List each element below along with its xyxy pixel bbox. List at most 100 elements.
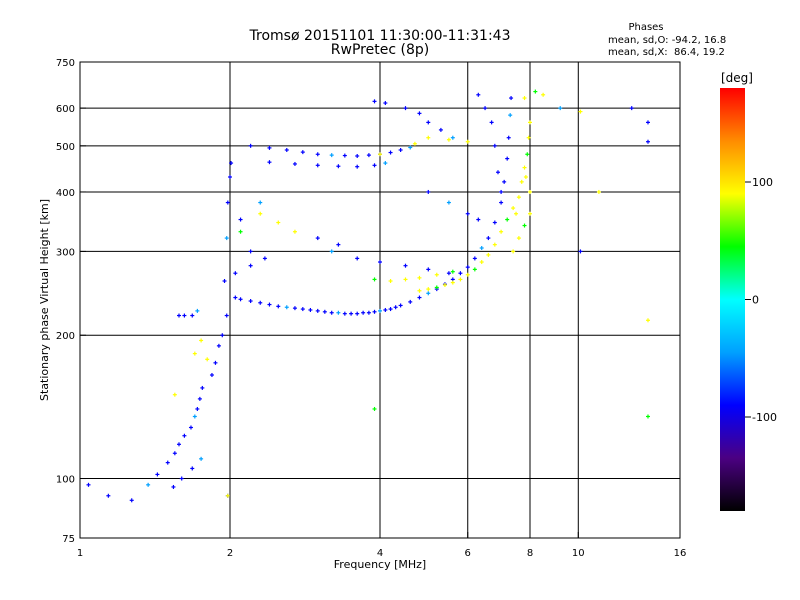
data-point [509,96,514,101]
data-point [258,211,263,216]
data-point [224,236,229,241]
colorbar-tick-label: 100 [752,176,773,189]
data-point [578,109,583,114]
data-point [479,260,484,265]
data-point [372,406,377,411]
data-point [258,200,263,205]
data-point [225,200,230,205]
data-point [172,392,177,397]
data-point [398,303,403,308]
y-tick-label: 200 [56,331,75,342]
data-point [179,476,184,481]
data-point [492,220,497,225]
data-point [248,249,253,254]
data-point [522,96,527,101]
data-point [378,308,382,313]
data-point [645,414,650,419]
data-point [426,189,431,194]
data-point [258,300,263,305]
data-point [528,120,532,125]
x-tick-label: 10 [572,548,585,559]
data-point [372,309,377,314]
data-point [486,236,491,241]
data-point [476,217,481,222]
y-tick-label: 75 [62,534,75,545]
data-point [458,277,463,282]
data-point [165,460,170,465]
data-point [86,482,91,487]
data-point [492,242,497,247]
data-point [596,189,601,194]
data-point [224,313,229,318]
x-axis-label: Frequency [MHz] [334,558,426,571]
data-point [329,153,334,158]
data-point [366,310,371,315]
data-point [465,265,470,270]
data-point [645,318,650,323]
data-point [426,287,431,292]
data-point [408,299,413,304]
data-point [200,385,205,390]
data-point [292,161,297,166]
data-point [486,252,491,257]
data-point [446,200,451,205]
data-point [195,406,200,411]
data-point [315,308,320,313]
data-point [233,271,238,276]
data-point [106,493,111,498]
chart-subtitle: RwPretec (8p) [331,42,429,58]
data-point [578,249,583,254]
data-point [292,306,297,311]
data-point [315,152,320,157]
data-point [199,338,204,343]
data-point [533,89,538,94]
data-point [342,153,347,158]
data-point [229,161,234,166]
data-point [506,135,511,140]
data-point [417,288,422,293]
data-point [322,309,327,314]
data-point [213,360,218,365]
stats-x-mode: mean, sd,X: 86.4, 19.2 [608,47,725,58]
data-point [355,153,360,158]
data-point [336,164,341,169]
data-point [209,373,214,378]
data-point [434,272,439,277]
grid-lines [80,62,680,538]
data-point [228,174,232,179]
data-point [182,433,187,438]
data-point [190,313,195,318]
data-point [403,106,408,111]
data-point [465,272,470,277]
colorbar-ticks: 100 0 -100 [745,176,777,424]
data-point [417,275,422,280]
x-axis-ticks: 1 2 4 6 8 10 16 [77,532,686,559]
data-point [262,256,267,261]
data-point [522,165,527,170]
data-point [188,425,193,430]
data-point [388,279,393,284]
data-point [446,137,451,142]
y-tick-label: 600 [56,104,75,115]
data-point [519,179,524,184]
data-point [171,484,176,489]
data-point [383,161,388,166]
data-point [505,217,510,222]
data-point [417,111,422,116]
data-point [438,127,443,132]
data-point [458,271,463,276]
data-point [472,267,477,272]
data-point [499,189,504,194]
data-point [222,279,227,284]
stats-title: Phases [628,22,663,33]
data-point [284,147,289,152]
data-point [476,92,481,97]
data-point [417,295,422,300]
data-point [526,135,531,140]
data-point [190,466,195,471]
data-point [629,106,634,111]
data-point [450,280,455,285]
data-point [176,442,181,447]
y-tick-label: 100 [56,475,75,486]
data-point [366,153,371,158]
